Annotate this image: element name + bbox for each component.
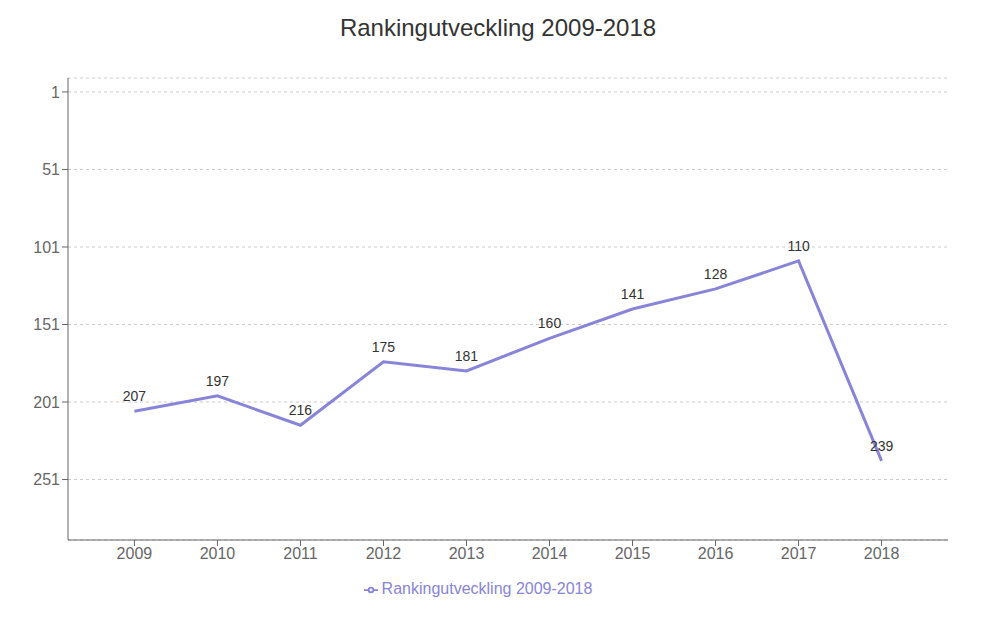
- svg-text:2009: 2009: [117, 545, 153, 562]
- html-text:Rankingutveckling 2009-2018: Rankingutveckling 2009-2018: [339, 14, 657, 41]
- svg-text:216: 216: [289, 402, 313, 418]
- svg-text:1: 1: [51, 84, 60, 101]
- svg-text:239: 239: [870, 438, 894, 454]
- svg-text:201: 201: [33, 394, 60, 411]
- svg-text:151: 151: [33, 316, 60, 333]
- svg-text:251: 251: [33, 471, 60, 488]
- svg-text:2018: 2018: [864, 545, 900, 562]
- svg-text:160: 160: [538, 315, 562, 331]
- html-text:Rankingutveckling 2009-2018: Rankingutveckling 2009-2018: [381, 580, 593, 597]
- svg-text:2010: 2010: [200, 545, 236, 562]
- svg-text:197: 197: [206, 373, 230, 389]
- svg-text:181: 181: [455, 348, 479, 364]
- svg-text:2016: 2016: [698, 545, 734, 562]
- svg-text:2013: 2013: [449, 545, 485, 562]
- svg-text:110: 110: [787, 238, 810, 254]
- svg-text:2011: 2011: [283, 545, 318, 562]
- svg-text:2012: 2012: [366, 545, 402, 562]
- svg-text:128: 128: [704, 266, 728, 282]
- svg-text:141: 141: [621, 286, 645, 302]
- svg-text:2015: 2015: [615, 545, 651, 562]
- svg-text:101: 101: [33, 239, 60, 256]
- svg-text:175: 175: [372, 339, 396, 355]
- svg-text:2014: 2014: [532, 545, 568, 562]
- svg-text:51: 51: [42, 161, 60, 178]
- svg-text:2017: 2017: [781, 545, 817, 562]
- svg-text:207: 207: [123, 388, 147, 404]
